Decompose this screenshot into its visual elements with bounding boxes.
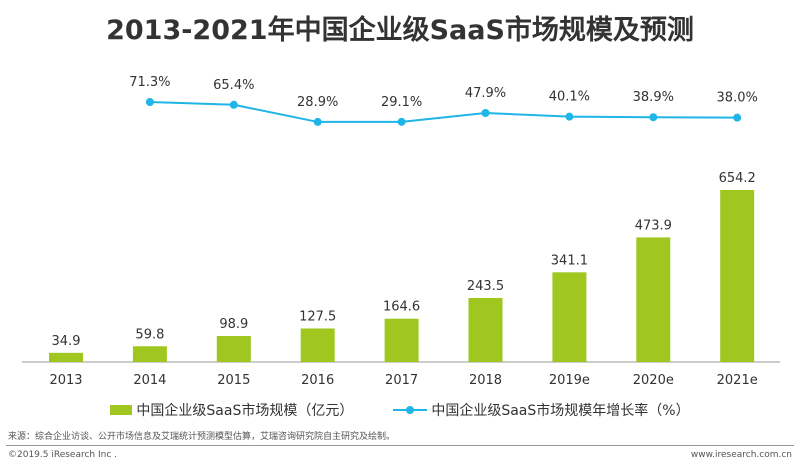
bar-value-label: 243.5 xyxy=(467,279,504,294)
bar xyxy=(552,272,587,362)
x-tick-label: 2016 xyxy=(301,373,334,388)
plot-area: 34.9 2013 59.8 2014 98.9 2015 127.5 2016 164.6 20… xyxy=(22,75,780,388)
legend: 中国企业级SaaS市场规模（亿元） 中国企业级SaaS市场规模年增长率（%） xyxy=(0,400,800,420)
source-note: 来源：综合企业访谈、公开市场信息及艾瑞统计预测模型估算，艾瑞咨询研究院自主研究及… xyxy=(8,432,396,442)
growth-point xyxy=(565,112,574,121)
website: www.iresearch.com.cn xyxy=(690,450,792,460)
growth-value-label: 47.9% xyxy=(465,86,506,101)
bar-value-label: 98.9 xyxy=(219,317,248,332)
x-tick-label: 2015 xyxy=(217,373,250,388)
bar-value-label: 59.8 xyxy=(135,327,164,342)
chart-title: 2013-2021年中国企业级SaaS市场规模及预测 xyxy=(106,15,694,46)
growth-point xyxy=(733,113,742,122)
growth-point xyxy=(481,108,490,117)
legend-swatch-line xyxy=(393,406,428,414)
bar-value-label: 164.6 xyxy=(383,300,420,315)
growth-point xyxy=(313,117,322,126)
x-tick-label: 2018 xyxy=(469,373,502,388)
bar-value-label: 341.1 xyxy=(551,253,588,268)
bar xyxy=(49,352,83,362)
growth-point xyxy=(229,100,238,109)
bar-value-label: 654.2 xyxy=(719,171,756,186)
legend-item-bar: 中国企业级SaaS市场规模（亿元） xyxy=(110,400,353,420)
growth-point xyxy=(649,113,658,122)
growth-value-label: 40.1% xyxy=(549,90,590,105)
bar-value-label: 473.9 xyxy=(635,218,672,233)
x-tick-label: 2020e xyxy=(633,373,674,388)
bar xyxy=(720,190,755,362)
growth-value-label: 71.3% xyxy=(129,75,170,90)
bar-value-label: 127.5 xyxy=(299,309,336,324)
legend-label: 中国企业级SaaS市场规模年增长率（%） xyxy=(431,403,690,419)
x-tick-label: 2017 xyxy=(385,373,418,388)
growth-value-label: 28.9% xyxy=(297,95,338,110)
bar xyxy=(132,346,167,362)
growth-line xyxy=(149,101,738,123)
growth-point xyxy=(397,117,406,126)
divider xyxy=(6,445,794,446)
bar xyxy=(636,237,671,362)
growth-value-label: 65.4% xyxy=(213,78,254,93)
legend-label: 中国企业级SaaS市场规模（亿元） xyxy=(136,403,354,419)
growth-value-label: 29.1% xyxy=(381,95,422,110)
x-tick-label: 2021e xyxy=(717,373,758,388)
copyright: ©2019.5 iResearch Inc . xyxy=(8,450,118,460)
bar xyxy=(468,297,503,362)
growth-value-label: 38.0% xyxy=(717,91,758,106)
bar xyxy=(216,335,251,362)
growth-value-label: 38.9% xyxy=(633,90,674,105)
x-tick-label: 2019e xyxy=(549,373,590,388)
growth-point xyxy=(145,98,154,106)
bar-value-label: 34.9 xyxy=(52,334,81,349)
legend-item-line: 中国企业级SaaS市场规模年增长率（%） xyxy=(393,400,690,420)
bar xyxy=(384,318,419,362)
bar xyxy=(300,328,335,362)
x-tick-label: 2013 xyxy=(49,373,82,388)
legend-swatch-bar xyxy=(110,405,133,415)
x-tick-label: 2014 xyxy=(133,373,166,388)
